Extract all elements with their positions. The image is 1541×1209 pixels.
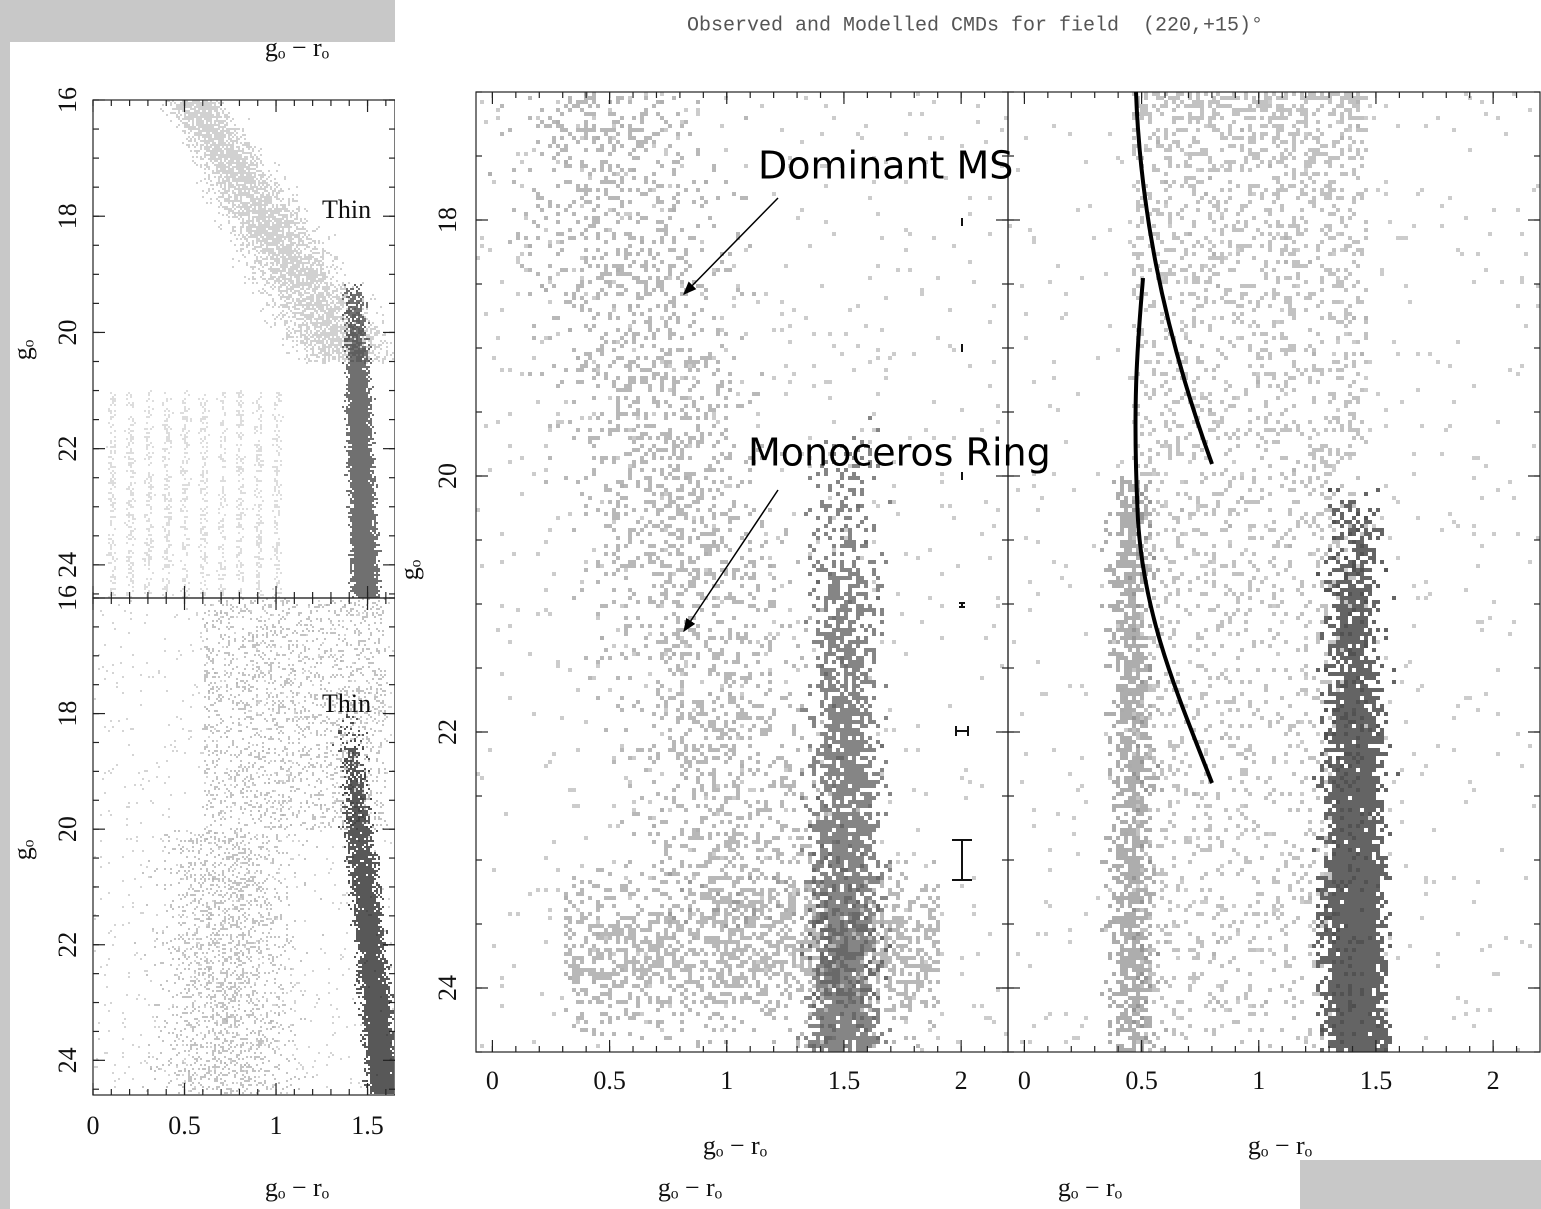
panel-label: Thin: [322, 195, 371, 224]
y-tick-label: 22: [53, 436, 82, 462]
star-density: [94, 600, 394, 1094]
star-density: [332, 714, 394, 1094]
x-tick-label: 0: [486, 1066, 499, 1095]
y-tick-label: 24: [53, 1047, 82, 1073]
star-density: [1312, 488, 1400, 1052]
x-tick-label: 2: [1487, 1066, 1500, 1095]
x-tick-label: 0.5: [1125, 1066, 1158, 1095]
y-tick-label: 20: [53, 319, 82, 345]
star-density: [488, 92, 884, 928]
annotation-arrow: [683, 197, 779, 295]
error-bars: [952, 218, 972, 881]
y-axis-title: gₒ: [8, 839, 37, 860]
x-axis-title: gₒ − rₒ: [265, 33, 330, 62]
x-tick-label: 0.5: [593, 1066, 626, 1095]
annotation: Dominant MS: [758, 144, 1013, 188]
caption-label: gₒ − rₒ: [658, 1173, 723, 1202]
plot-frame: [1007, 91, 1541, 1053]
gray-patch: [1300, 1160, 1541, 1209]
y-tick-label: 24: [53, 552, 82, 578]
main-figure: Observed and Modelled CMDs for field (22…: [395, 14, 1541, 1202]
annotation: Monoceros Ring: [748, 431, 1051, 475]
y-axis-title: gₒ: [8, 339, 37, 360]
star-density: [342, 284, 382, 598]
x-tick-label: 1: [1252, 1066, 1265, 1095]
x-tick-label: 1.5: [351, 1111, 384, 1140]
y-tick-label: 22: [433, 719, 462, 745]
star-density: [106, 390, 284, 598]
caption-label: gₒ − rₒ: [1058, 1173, 1123, 1202]
y-axis-title: gₒ: [395, 559, 424, 580]
figure-title: Observed and Modelled CMDs for field (22…: [687, 14, 1263, 37]
model-curve: [1133, 277, 1214, 784]
star-density: [1100, 476, 1168, 1052]
left-figure: gₒ − rₒ gₒ − rₒ gₒ gₒ 16 18 20 22 24 0 0.5 1 1.5…: [8, 33, 396, 1209]
x-axis-title: gₒ − rₒ: [265, 1173, 330, 1202]
x-tick-label: 0: [87, 1111, 100, 1140]
x-tick-label: 1: [270, 1111, 283, 1140]
star-density: [160, 100, 394, 364]
overlay: Dominant MS Monoceros Ring Thin Thin: [322, 91, 1214, 881]
x-axis-title: gₒ − rₒ: [1248, 1131, 1313, 1160]
left-figure-bg: [10, 42, 395, 1209]
star-density: [796, 416, 892, 1052]
panel-label: Thin: [322, 689, 371, 718]
y-tick-label: 24: [433, 975, 462, 1001]
x-tick-label: 1.5: [828, 1066, 861, 1095]
star-density: [564, 844, 940, 1048]
x-tick-label: 0.5: [168, 1111, 201, 1140]
x-tick-label: 0: [1018, 1066, 1031, 1095]
star-density: [1128, 92, 1368, 1052]
x-tick-label: 1.5: [1360, 1066, 1393, 1095]
x-tick-label: 1: [720, 1066, 733, 1095]
y-tick-label: 20: [433, 463, 462, 489]
y-tick-label: 16: [53, 87, 82, 113]
x-axis-title: gₒ − rₒ: [703, 1131, 768, 1160]
y-tick-label: 18: [433, 207, 462, 233]
y-tick-label: 16: [53, 585, 82, 611]
annotation-arrow: [683, 489, 779, 633]
star-density: [202, 598, 388, 832]
model-curve: [1134, 91, 1214, 465]
x-tick-label: 2: [955, 1066, 968, 1095]
y-tick-label: 20: [53, 816, 82, 842]
y-tick-label: 22: [53, 932, 82, 958]
y-tick-label: 18: [53, 701, 82, 727]
y-tick-label: 18: [53, 203, 82, 229]
